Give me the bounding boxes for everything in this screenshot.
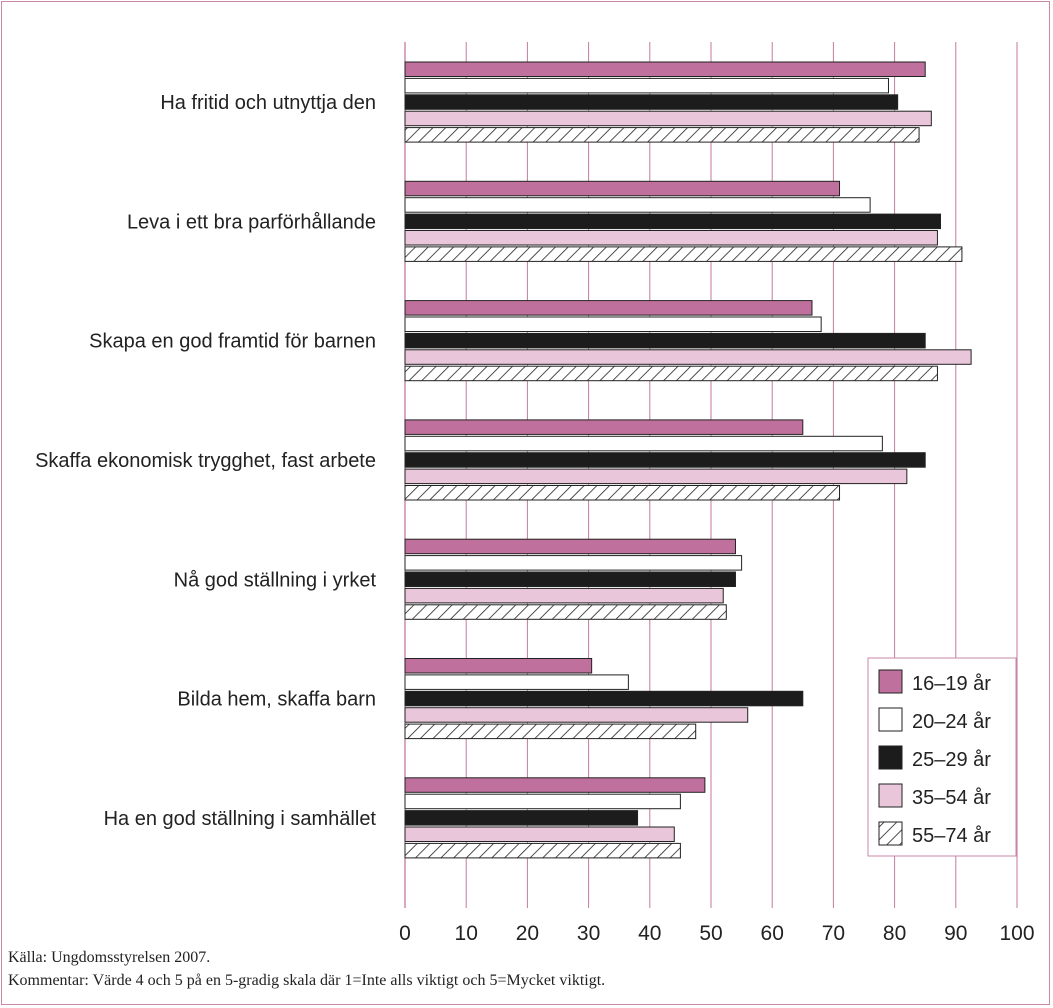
bar xyxy=(404,77,889,94)
bar xyxy=(404,180,841,197)
x-tick-label: 50 xyxy=(699,922,722,945)
legend-label: 20–24 år xyxy=(912,711,991,733)
bar xyxy=(404,723,697,740)
bar xyxy=(404,485,841,501)
bar xyxy=(404,332,926,349)
bar xyxy=(404,127,920,143)
legend-swatch xyxy=(878,745,903,770)
bar xyxy=(404,674,629,690)
category-labels: Ha fritid och utnyttja den Leva i ett bra… xyxy=(35,92,376,830)
bar xyxy=(404,300,813,316)
x-tick-label: 30 xyxy=(577,922,600,945)
x-axis-ticks: 0 10 20 30 40 50 60 70 80 90 100 xyxy=(399,922,1034,945)
legend-label: 25–29 år xyxy=(912,749,991,771)
legend-swatch xyxy=(878,783,903,808)
category-label: Skapa en god framtid för barnen xyxy=(89,331,376,353)
legend-swatch xyxy=(878,707,903,732)
x-tick-label: 80 xyxy=(883,922,906,945)
bars xyxy=(404,61,972,859)
bar-chart: Ha fritid och utnyttja den Leva i ett bra… xyxy=(35,42,1035,945)
chart-notes: Källa: Ungdomsstyrelsen 2007. Kommentar:… xyxy=(8,946,1038,992)
bar xyxy=(404,419,804,435)
bar xyxy=(404,658,593,674)
x-tick-label: 20 xyxy=(516,922,539,945)
bar xyxy=(404,555,743,571)
bar xyxy=(404,604,727,620)
category-label: Ha en god ställning i samhället xyxy=(104,808,377,830)
legend-label: 16–19 år xyxy=(912,673,991,695)
x-tick-label: 70 xyxy=(822,922,845,945)
x-tick-label: 60 xyxy=(761,922,784,945)
bar xyxy=(404,365,938,382)
bar xyxy=(404,230,938,246)
legend-label: 55–74 år xyxy=(912,825,991,847)
category-label: Leva i ett bra parförhållande xyxy=(127,211,376,233)
bar xyxy=(404,61,926,77)
bar xyxy=(404,777,706,793)
bar xyxy=(404,571,736,587)
bar xyxy=(404,110,932,127)
legend-swatch xyxy=(878,669,903,694)
bar xyxy=(404,94,899,110)
category-label: Nå god ställning i yrket xyxy=(174,569,377,591)
category-label: Skaffa ekonomisk trygghet, fast arbete xyxy=(35,450,376,472)
bar xyxy=(404,213,941,230)
bar xyxy=(404,842,681,859)
x-tick-label: 0 xyxy=(399,922,411,945)
x-tick-label: 90 xyxy=(944,922,967,945)
x-tick-label: 10 xyxy=(455,922,478,945)
legend-swatch xyxy=(878,821,903,846)
bar xyxy=(404,197,871,213)
bar xyxy=(404,468,908,485)
legend-label: 35–54 år xyxy=(912,787,991,809)
bar xyxy=(404,587,724,604)
x-tick-label: 40 xyxy=(638,922,661,945)
bar xyxy=(404,810,639,826)
category-label: Bilda hem, skaffa barn xyxy=(177,689,376,711)
bar xyxy=(404,826,675,842)
bar xyxy=(404,316,822,332)
x-tick-label: 100 xyxy=(999,922,1034,945)
bar xyxy=(404,538,736,555)
category-label: Ha fritid och utnyttja den xyxy=(160,92,376,114)
bar xyxy=(404,707,749,723)
bar xyxy=(404,793,681,810)
comment-note: Kommentar: Värde 4 och 5 på en 5-gradig … xyxy=(8,972,606,989)
bar xyxy=(404,349,972,365)
source-note: Källa: Ungdomsstyrelsen 2007. xyxy=(8,949,211,966)
bar xyxy=(404,452,926,468)
bar xyxy=(404,690,804,707)
bar xyxy=(404,246,963,262)
bar xyxy=(404,435,883,452)
legend: 16–19 år 20–24 år 25–29 år 35–54 år 55–74 år xyxy=(867,657,1017,857)
